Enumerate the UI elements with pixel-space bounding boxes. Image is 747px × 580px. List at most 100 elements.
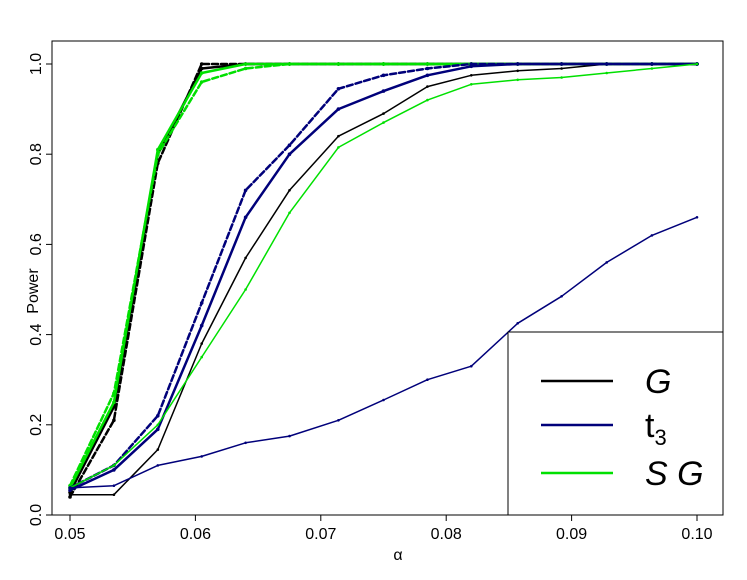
data-point	[112, 400, 116, 405]
data-point	[112, 391, 116, 396]
x-tick-label: 0.10	[681, 526, 712, 543]
data-point	[516, 78, 519, 82]
data-point	[425, 62, 430, 66]
data-point	[515, 62, 520, 66]
data-point	[381, 89, 386, 93]
y-tick-label: 0.6	[28, 233, 45, 255]
data-point	[243, 62, 248, 66]
data-point	[68, 486, 72, 490]
y-tick-label: 1.0	[28, 53, 45, 75]
data-point	[426, 98, 429, 102]
data-point	[559, 62, 564, 66]
data-point	[605, 71, 608, 75]
legend-label-subscript: 3	[654, 425, 666, 450]
data-point	[156, 464, 160, 467]
legend-label: S G	[645, 455, 704, 493]
data-point	[382, 112, 385, 115]
data-point	[156, 423, 160, 427]
data-point	[199, 323, 204, 328]
data-point	[243, 188, 248, 193]
data-point	[695, 62, 699, 66]
data-point	[156, 147, 160, 152]
data-point	[470, 74, 473, 77]
data-point	[425, 73, 430, 78]
data-point	[68, 495, 72, 499]
data-point	[650, 67, 654, 70]
x-tick-label: 0.07	[305, 526, 336, 543]
data-point	[112, 464, 116, 467]
data-point	[381, 73, 386, 78]
data-point	[287, 152, 292, 156]
data-point	[426, 378, 429, 382]
data-point	[156, 448, 160, 451]
x-tick-label: 0.06	[180, 526, 211, 543]
data-point	[288, 189, 291, 192]
data-point	[112, 493, 116, 497]
data-point	[244, 288, 247, 291]
data-point	[336, 107, 341, 111]
y-tick-label: 0.0	[28, 504, 45, 526]
data-point	[200, 355, 203, 359]
data-point	[604, 62, 609, 66]
data-point	[68, 493, 72, 497]
data-point	[605, 261, 608, 264]
data-point	[650, 234, 654, 237]
data-point	[112, 418, 116, 423]
data-point	[337, 146, 340, 149]
y-tick-label: 0.8	[28, 143, 45, 165]
x-tick-label: 0.08	[431, 526, 462, 543]
y-tick-label: 0.2	[28, 414, 45, 436]
data-point	[469, 62, 474, 66]
x-tick-label: 0.05	[54, 526, 85, 543]
x-tick-label: 0.09	[556, 526, 587, 543]
x-axis-label: α	[393, 547, 402, 564]
data-point	[336, 62, 341, 66]
data-point	[112, 484, 116, 488]
data-point	[560, 67, 563, 70]
data-point	[199, 80, 204, 84]
data-point	[650, 62, 654, 66]
axes-layer: 0.05 0.06 0.07 0.08 0.09 0.10 0.0 0.2 0.4 0.6 0.8 1…	[28, 40, 724, 543]
data-point	[336, 87, 341, 91]
data-point	[425, 66, 430, 71]
data-point	[156, 152, 160, 156]
data-point	[243, 66, 248, 71]
data-point	[156, 427, 160, 432]
data-point	[199, 62, 204, 66]
data-point	[560, 76, 563, 79]
data-point	[337, 419, 340, 422]
data-point	[287, 62, 292, 66]
data-point	[382, 121, 385, 124]
data-point	[243, 215, 248, 220]
data-point	[156, 414, 160, 418]
data-point	[244, 256, 247, 260]
data-point	[516, 322, 519, 325]
data-point	[381, 62, 386, 66]
data-point	[287, 143, 292, 147]
series-layer	[68, 62, 699, 499]
data-point	[516, 69, 519, 73]
data-point	[199, 301, 204, 305]
y-tick-label: 0.4	[28, 323, 45, 345]
data-point	[470, 364, 473, 368]
data-point	[288, 211, 291, 215]
data-point	[695, 216, 699, 219]
data-point	[426, 85, 429, 88]
legend-box	[507, 331, 724, 516]
data-point	[288, 434, 291, 438]
plot-frame	[51, 40, 724, 516]
data-point	[200, 455, 203, 458]
data-point	[112, 468, 116, 472]
y-axis-label: Power	[25, 268, 42, 314]
data-point	[560, 295, 563, 298]
data-point	[244, 441, 247, 445]
data-point	[382, 398, 385, 402]
legend-label: G	[645, 363, 671, 401]
data-point	[337, 134, 340, 138]
data-point	[470, 83, 473, 86]
data-point	[199, 71, 204, 75]
data-point	[200, 342, 203, 345]
